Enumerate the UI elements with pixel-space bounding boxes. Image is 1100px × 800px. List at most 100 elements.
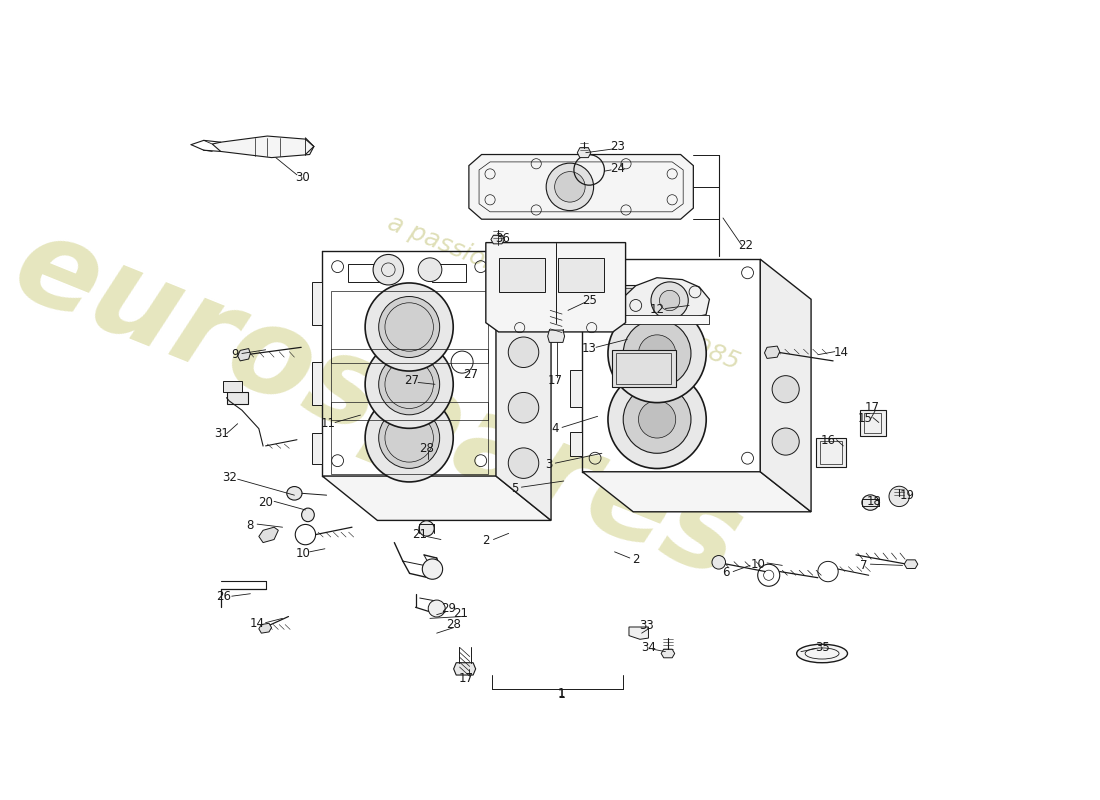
Circle shape xyxy=(378,297,440,358)
Text: 17: 17 xyxy=(459,672,474,685)
Bar xyxy=(331,349,487,420)
Text: 10: 10 xyxy=(296,546,310,559)
Bar xyxy=(227,392,248,404)
Text: 14: 14 xyxy=(834,346,849,359)
Bar xyxy=(570,290,582,327)
Circle shape xyxy=(508,393,539,423)
Text: 32: 32 xyxy=(222,471,238,485)
Text: 16: 16 xyxy=(821,434,836,447)
Text: 20: 20 xyxy=(258,496,273,509)
Text: 21: 21 xyxy=(453,607,468,620)
Text: a passion for parts since 1985: a passion for parts since 1985 xyxy=(384,211,744,375)
Bar xyxy=(570,370,582,407)
Text: 14: 14 xyxy=(250,618,265,630)
Text: 2: 2 xyxy=(482,534,490,547)
Polygon shape xyxy=(582,472,811,512)
Bar xyxy=(558,258,604,292)
Circle shape xyxy=(378,354,440,414)
Polygon shape xyxy=(322,476,551,521)
Circle shape xyxy=(554,172,585,202)
Circle shape xyxy=(378,407,440,468)
Bar xyxy=(570,432,582,456)
Ellipse shape xyxy=(287,486,303,500)
Circle shape xyxy=(508,337,539,367)
Text: eurospares: eurospares xyxy=(0,205,758,603)
Bar xyxy=(612,350,675,387)
Bar xyxy=(348,263,382,282)
Circle shape xyxy=(428,600,446,617)
Polygon shape xyxy=(212,136,314,158)
Bar xyxy=(860,410,886,436)
Circle shape xyxy=(547,163,594,210)
Text: 3: 3 xyxy=(544,458,552,471)
Text: 5: 5 xyxy=(510,482,518,495)
Bar xyxy=(821,441,842,464)
Circle shape xyxy=(418,258,442,282)
Text: 27: 27 xyxy=(463,368,478,381)
Text: 8: 8 xyxy=(246,519,254,532)
Text: 24: 24 xyxy=(610,162,626,175)
Polygon shape xyxy=(486,242,626,332)
Text: 29: 29 xyxy=(441,602,456,615)
Text: 12: 12 xyxy=(649,303,664,316)
Text: 9: 9 xyxy=(231,348,239,362)
Polygon shape xyxy=(621,278,710,322)
Bar xyxy=(312,362,322,406)
Text: 36: 36 xyxy=(495,233,510,246)
Circle shape xyxy=(608,304,706,402)
Text: 30: 30 xyxy=(296,171,310,184)
Text: 4: 4 xyxy=(551,422,559,435)
Text: 27: 27 xyxy=(404,374,419,387)
Polygon shape xyxy=(764,346,780,358)
Text: 2: 2 xyxy=(632,553,639,566)
Circle shape xyxy=(889,486,910,506)
Circle shape xyxy=(373,254,404,285)
Ellipse shape xyxy=(796,644,847,662)
Ellipse shape xyxy=(301,508,315,522)
Polygon shape xyxy=(904,560,917,569)
Text: 19: 19 xyxy=(900,489,914,502)
Polygon shape xyxy=(491,235,505,244)
Bar xyxy=(623,314,710,324)
Text: 11: 11 xyxy=(321,418,336,430)
Polygon shape xyxy=(258,623,272,633)
Circle shape xyxy=(660,290,680,310)
Circle shape xyxy=(508,448,539,478)
Text: 34: 34 xyxy=(641,641,656,654)
Circle shape xyxy=(365,340,453,428)
Bar xyxy=(312,433,322,464)
Circle shape xyxy=(638,401,675,438)
Text: 17: 17 xyxy=(865,401,880,414)
Text: 33: 33 xyxy=(639,619,654,632)
Text: 15: 15 xyxy=(858,412,872,426)
Circle shape xyxy=(365,394,453,482)
Text: 25: 25 xyxy=(582,294,596,307)
Text: 13: 13 xyxy=(582,342,596,355)
Text: 1: 1 xyxy=(558,688,565,702)
Text: 18: 18 xyxy=(867,495,881,508)
Text: 26: 26 xyxy=(216,590,231,602)
Text: 35: 35 xyxy=(815,641,829,654)
Circle shape xyxy=(772,376,800,402)
Bar xyxy=(331,291,487,362)
Text: 21: 21 xyxy=(412,528,427,541)
Circle shape xyxy=(624,320,691,387)
Bar xyxy=(498,258,546,292)
Text: 28: 28 xyxy=(419,442,435,455)
Text: 17: 17 xyxy=(548,374,563,387)
Bar xyxy=(331,402,487,474)
Bar xyxy=(616,354,671,384)
Text: 6: 6 xyxy=(723,566,730,579)
Text: 1: 1 xyxy=(558,687,565,700)
Bar xyxy=(816,438,846,467)
Bar xyxy=(616,288,671,319)
Text: 31: 31 xyxy=(214,427,229,440)
Circle shape xyxy=(638,335,675,372)
Bar xyxy=(432,263,466,282)
Circle shape xyxy=(422,559,442,579)
Text: 10: 10 xyxy=(751,558,766,570)
Text: 7: 7 xyxy=(860,559,867,572)
Polygon shape xyxy=(548,330,564,342)
Polygon shape xyxy=(629,627,649,639)
Text: 22: 22 xyxy=(738,238,754,251)
